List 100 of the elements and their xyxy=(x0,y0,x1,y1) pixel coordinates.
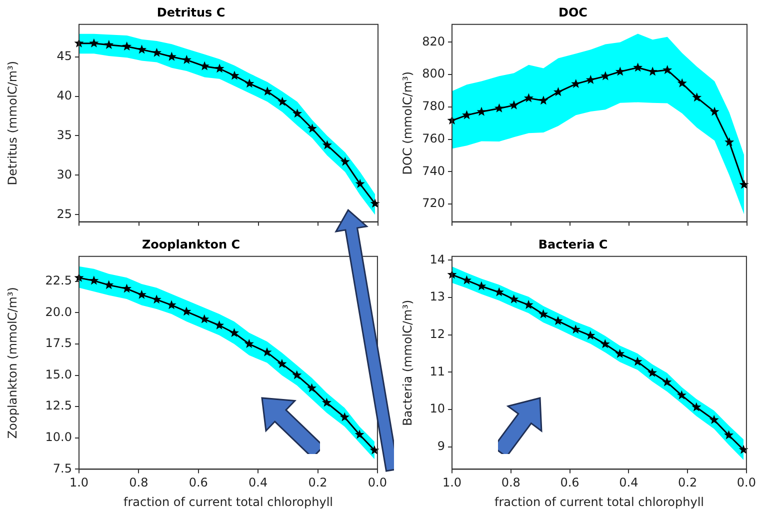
y-tick-label: 12.5 xyxy=(45,398,72,413)
point xyxy=(692,402,702,412)
x-tick-label: 0.0 xyxy=(736,476,756,490)
point xyxy=(632,356,642,366)
y-tick-label: 10 xyxy=(430,402,445,416)
y-axis-title: Bacteria (mmolC/m³) xyxy=(400,300,414,426)
point xyxy=(724,430,734,440)
point xyxy=(122,42,132,51)
y-tick-label: 9 xyxy=(437,438,445,453)
point xyxy=(739,180,749,189)
point xyxy=(152,294,162,304)
point xyxy=(553,87,563,96)
point xyxy=(152,48,162,57)
chart-title: DOC xyxy=(558,5,588,20)
point xyxy=(724,137,734,146)
x-tick-label: 1.0 xyxy=(69,476,89,490)
point xyxy=(586,330,596,340)
point xyxy=(292,108,302,118)
point xyxy=(307,383,317,392)
point xyxy=(136,290,146,299)
y-tick-label: 720 xyxy=(422,196,445,210)
point xyxy=(340,412,350,422)
point xyxy=(509,100,519,110)
x-axis-title: fraction of current total chlorophyll xyxy=(123,494,333,509)
y-tick-label: 12 xyxy=(430,326,445,341)
y-tick-label: 800 xyxy=(422,66,445,81)
point xyxy=(615,348,625,358)
point xyxy=(244,338,254,348)
chart-title: Detritus C xyxy=(156,5,226,20)
point xyxy=(229,328,239,338)
point xyxy=(322,140,332,150)
chart-title: Zooplankton C xyxy=(142,237,240,252)
y-tick-label: 780 xyxy=(422,99,445,114)
point xyxy=(182,54,192,64)
point xyxy=(710,106,720,116)
y-tick-label: 45 xyxy=(56,48,72,63)
y-tick-label: 22.5 xyxy=(45,274,72,288)
point xyxy=(244,78,254,88)
point xyxy=(262,347,272,356)
y-axis-title: Detritus (mmolC/m³) xyxy=(5,60,20,186)
y-tick-label: 820 xyxy=(422,34,445,48)
y-tick-label: 15.0 xyxy=(45,367,72,382)
point xyxy=(538,309,548,318)
point xyxy=(524,300,534,309)
x-tick-label: 0.6 xyxy=(188,476,208,490)
x-tick-label: 0.2 xyxy=(308,476,328,490)
y-tick-label: 40 xyxy=(56,88,72,102)
point xyxy=(462,275,472,284)
point xyxy=(647,368,657,377)
point xyxy=(89,276,99,285)
point xyxy=(214,64,224,73)
point xyxy=(553,316,563,326)
point xyxy=(692,92,702,102)
y-axis-title: DOC (mmolC/m³) xyxy=(400,71,414,175)
y-tick-label: 30 xyxy=(56,167,72,182)
point xyxy=(262,86,272,96)
point xyxy=(738,444,748,454)
x-tick-label: 0.2 xyxy=(678,476,698,490)
point xyxy=(307,124,317,133)
point xyxy=(476,281,486,290)
point xyxy=(524,93,534,102)
point xyxy=(509,294,519,304)
y-tick-label: 11 xyxy=(430,364,445,378)
point xyxy=(570,324,580,334)
point xyxy=(538,96,548,105)
point xyxy=(586,74,596,84)
chart-title: Bacteria C xyxy=(538,237,608,252)
x-tick-label: 0.0 xyxy=(368,476,388,490)
point xyxy=(709,414,719,424)
point xyxy=(494,287,504,296)
y-tick-label: 20.0 xyxy=(45,304,72,319)
point xyxy=(166,52,176,61)
y-tick-label: 17.5 xyxy=(45,336,72,350)
point xyxy=(182,306,192,316)
x-tick-label: 0.8 xyxy=(501,476,520,490)
point xyxy=(292,370,302,380)
point xyxy=(677,78,687,88)
x-tick-label: 0.4 xyxy=(248,476,268,490)
point xyxy=(104,280,114,290)
point xyxy=(370,445,380,454)
point xyxy=(104,40,114,49)
x-tick-label: 0.6 xyxy=(560,476,580,490)
y-tick-label: 10.0 xyxy=(45,430,72,444)
point xyxy=(494,103,504,112)
y-tick-label: 7.5 xyxy=(52,461,72,476)
point xyxy=(370,198,380,208)
point xyxy=(600,339,610,348)
point xyxy=(200,61,210,70)
x-tick-label: 1.0 xyxy=(442,476,462,490)
point xyxy=(354,430,364,439)
y-tick-label: 13 xyxy=(430,290,445,304)
point xyxy=(278,96,288,106)
point xyxy=(600,71,610,80)
y-tick-label: 25 xyxy=(56,206,72,221)
point xyxy=(122,284,132,293)
y-tick-label: 760 xyxy=(422,131,445,146)
point xyxy=(166,300,176,310)
point xyxy=(462,110,472,120)
point xyxy=(137,44,147,54)
point xyxy=(355,178,365,188)
